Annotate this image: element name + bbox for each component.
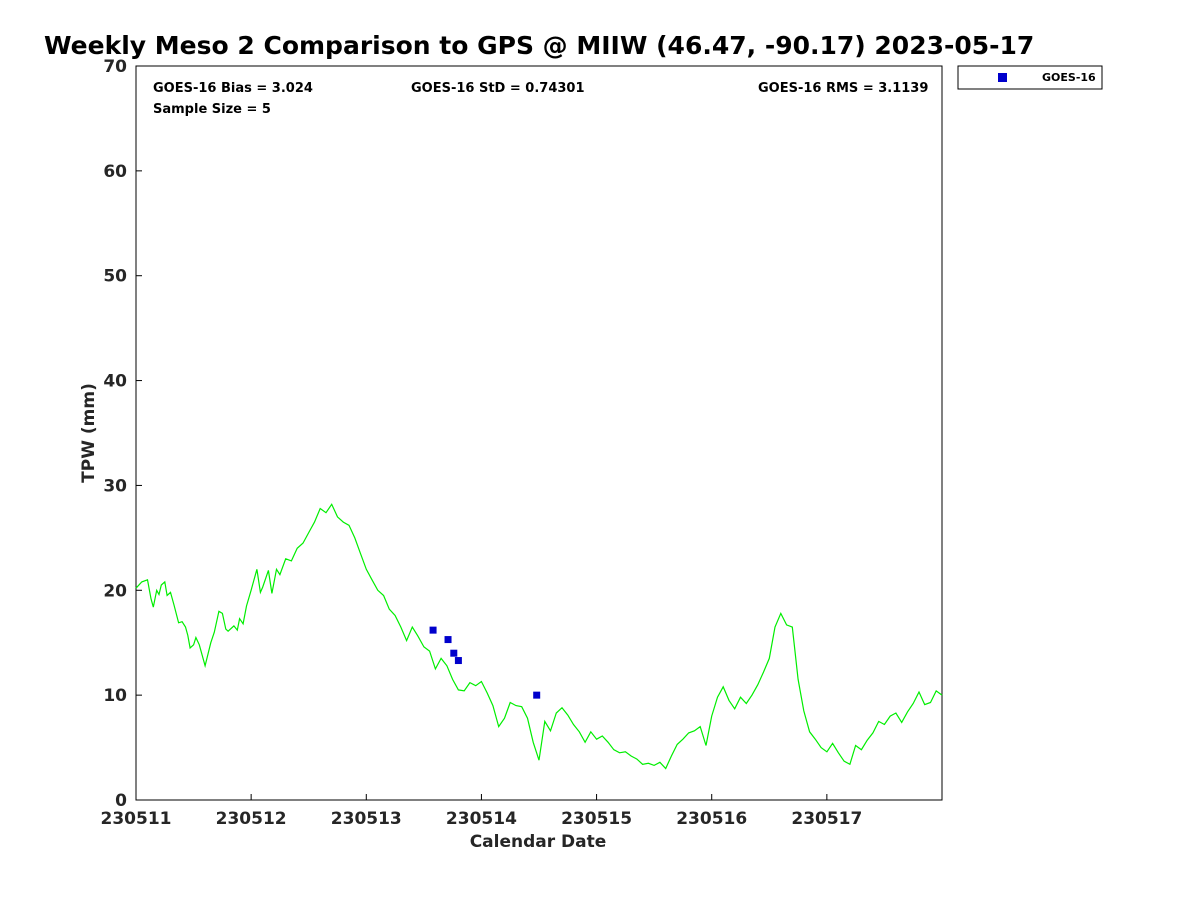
- y-tick-label: 60: [103, 162, 127, 182]
- series-points: [429, 626, 541, 699]
- goes16-point: [444, 636, 452, 644]
- y-tick-label: 20: [103, 581, 127, 601]
- std-stat: GOES-16 StD = 0.74301: [411, 81, 585, 96]
- y-tick-label: 50: [103, 267, 127, 287]
- goes16-point: [454, 657, 462, 665]
- y-tick-label: 40: [103, 372, 127, 392]
- x-tick-label: 230517: [791, 809, 862, 829]
- y-tick-label: 0: [115, 791, 127, 811]
- y-tick-label: 30: [103, 476, 127, 496]
- bias-stat: GOES-16 Bias = 3.024: [153, 81, 313, 96]
- y-tick-label: 10: [103, 686, 127, 706]
- x-tick-label: 230516: [676, 809, 747, 829]
- chart-title: Weekly Meso 2 Comparison to GPS @ MIIW (…: [44, 31, 1034, 60]
- x-tick-label: 230515: [561, 809, 632, 829]
- x-axis-label: Calendar Date: [470, 832, 607, 852]
- gps-tpw-line: [135, 503, 943, 770]
- legend-box: [957, 65, 1103, 90]
- goes16-point: [450, 649, 458, 657]
- legend: GOES-16: [957, 65, 1103, 90]
- y-axis: 0 10 20 30 40 50 60 70: [103, 57, 142, 811]
- x-tick-label: 230513: [331, 809, 402, 829]
- x-tick-label: 230514: [446, 809, 517, 829]
- series-lines: [135, 503, 943, 770]
- legend-label-goes16: GOES-16: [1042, 71, 1096, 84]
- goes16-point: [429, 626, 437, 634]
- x-tick-label: 230511: [101, 809, 172, 829]
- plot-frame: [135, 65, 943, 801]
- x-tick-label: 230512: [216, 809, 287, 829]
- y-axis-label: TPW (mm): [79, 383, 99, 483]
- plot-area: 0 10 20 30 40 50 60 70 230511 230512 230513 230514…: [101, 57, 943, 829]
- goes16-point: [533, 691, 541, 699]
- x-axis: 230511 230512 230513 230514 230515 230516 2305…: [101, 794, 862, 829]
- sample-size-stat: Sample Size = 5: [153, 102, 271, 117]
- y-tick-label: 70: [103, 57, 127, 77]
- rms-stat: GOES-16 RMS = 3.1139: [758, 81, 928, 96]
- legend-marker-goes16: [998, 73, 1007, 82]
